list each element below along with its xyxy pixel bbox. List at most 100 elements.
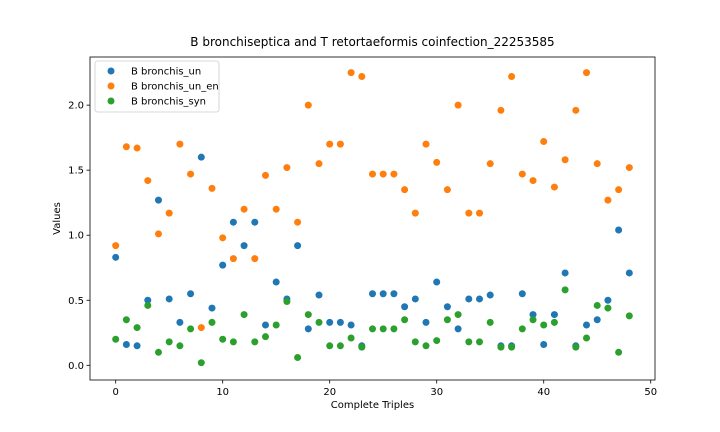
legend-marker	[107, 97, 115, 105]
data-point	[369, 290, 376, 298]
x-tick-label: 50	[644, 387, 657, 398]
data-point	[154, 230, 162, 238]
data-point	[133, 342, 141, 350]
data-point	[219, 335, 227, 343]
data-point	[433, 278, 441, 286]
data-point	[112, 335, 120, 343]
data-point	[347, 334, 355, 342]
y-tick-label: 0.0	[68, 361, 84, 372]
data-point	[347, 69, 355, 77]
data-point	[197, 153, 205, 161]
data-point	[165, 295, 173, 303]
data-point	[454, 325, 462, 333]
data-point	[294, 218, 302, 226]
legend-label: B bronchis_syn	[131, 97, 206, 108]
data-point	[583, 334, 591, 342]
data-point	[390, 290, 398, 298]
data-point	[122, 340, 130, 348]
data-point	[615, 348, 623, 356]
legend-label: B bronchis_un_en	[131, 82, 219, 93]
data-point	[154, 348, 162, 356]
data-point	[561, 269, 569, 277]
data-point	[518, 170, 526, 178]
legend-marker	[107, 82, 115, 90]
data-point	[465, 209, 473, 217]
series-2	[112, 69, 633, 332]
data-point	[529, 316, 537, 324]
data-point	[593, 160, 601, 168]
x-tick-label: 20	[323, 387, 336, 398]
y-axis-label: Values	[52, 202, 63, 235]
data-point	[358, 73, 366, 81]
data-point	[219, 261, 227, 269]
data-point	[358, 343, 366, 351]
legend-box	[94, 60, 220, 113]
data-point	[251, 218, 259, 226]
data-point	[411, 209, 419, 217]
data-point	[283, 298, 291, 306]
data-point	[390, 170, 398, 178]
data-point	[540, 138, 548, 146]
data-point	[229, 255, 237, 263]
data-point	[272, 278, 280, 286]
data-point	[315, 160, 323, 168]
data-point	[144, 296, 152, 304]
data-point	[561, 286, 569, 294]
data-point	[197, 324, 205, 332]
data-point	[326, 318, 334, 326]
x-tick-label: 40	[537, 387, 550, 398]
x-tick-label: 10	[216, 387, 229, 398]
data-point	[518, 325, 526, 333]
data-point	[476, 338, 484, 346]
data-point	[625, 164, 633, 172]
data-point	[486, 318, 494, 326]
data-point	[326, 140, 334, 148]
data-point	[304, 311, 312, 319]
data-point	[422, 140, 430, 148]
data-point	[465, 295, 473, 303]
data-point	[604, 296, 612, 304]
data-point	[304, 325, 312, 333]
plot-area	[112, 69, 633, 367]
data-point	[272, 321, 280, 329]
data-point	[229, 338, 237, 346]
data-point	[615, 226, 623, 234]
axes-frame	[89, 56, 656, 381]
data-point	[583, 69, 591, 77]
y-tick-label: 1.0	[68, 231, 84, 242]
legend: B bronchis_un B bronchis_un_en B bronchis_…	[94, 60, 220, 113]
data-point	[294, 353, 302, 361]
data-point	[176, 342, 184, 350]
data-point	[454, 101, 462, 109]
data-point	[465, 338, 473, 346]
data-point	[133, 144, 141, 152]
data-point	[401, 316, 409, 324]
data-point	[540, 321, 548, 329]
data-point	[261, 321, 269, 329]
data-point	[165, 338, 173, 346]
data-point	[593, 301, 601, 309]
data-point	[625, 269, 633, 277]
data-point	[165, 209, 173, 217]
data-point	[443, 316, 451, 324]
data-point	[529, 311, 537, 319]
data-point	[176, 140, 184, 148]
data-point	[572, 343, 580, 351]
data-point	[572, 106, 580, 114]
data-point	[251, 255, 259, 263]
data-point	[561, 156, 569, 164]
data-point	[251, 338, 259, 346]
data-point	[604, 196, 612, 204]
data-point	[122, 143, 130, 151]
x-tick-label: 0	[112, 387, 118, 398]
data-point	[583, 321, 591, 329]
data-point	[208, 304, 216, 312]
data-point	[240, 311, 248, 319]
data-point	[379, 325, 387, 333]
data-point	[112, 253, 120, 261]
x-axis-label: Complete Triples	[331, 400, 414, 411]
data-point	[518, 290, 526, 298]
data-point	[508, 73, 516, 81]
data-point	[593, 316, 601, 324]
data-point	[336, 342, 344, 350]
